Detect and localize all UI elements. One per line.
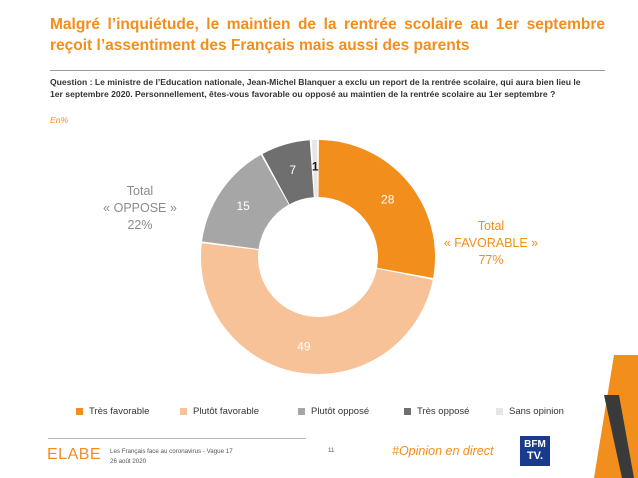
hashtag-label: #Opinion en direct: [392, 444, 494, 458]
donut-slice-tres-favorable: [318, 140, 435, 279]
total-oppose-label: Total « OPPOSE » 22%: [90, 183, 190, 234]
legend-item-plutot-oppose: Plutôt opposé: [298, 406, 369, 417]
donut-chart: 28 49 15 7 1: [201, 140, 435, 374]
corner-decoration-dark: [604, 395, 634, 478]
footer-divider: [48, 438, 306, 439]
corner-decoration: [594, 355, 638, 478]
legend-swatch-sans-opinion: [496, 408, 503, 415]
page-number: 11: [328, 447, 335, 454]
legend-swatch-plutot-oppose: [298, 408, 305, 415]
total-oppose-line1: Total: [126, 184, 154, 198]
donut-slice-plutot-favorable: [201, 243, 433, 374]
footer-source-line2: 26 août 2020: [110, 458, 147, 465]
title-divider: [50, 70, 605, 71]
footer-source: Les Français face au coronavirus - Vague…: [110, 447, 233, 467]
donut-slice-plutot-oppose: [202, 154, 289, 250]
total-oppose-line2: « OPPOSE »: [103, 201, 177, 215]
legend-item-plutot-favorable: Plutôt favorable: [180, 406, 259, 417]
data-label-plutot-oppose: 15: [236, 199, 250, 213]
total-favorable-line2: « FAVORABLE »: [443, 236, 539, 250]
chart-legend: Très favorable Plutôt favorable Plutôt o…: [76, 406, 596, 420]
legend-swatch-tres-favorable: [76, 408, 83, 415]
legend-item-sans-opinion: Sans opinion: [496, 406, 564, 417]
question-text: Question : Le ministre de l’Education na…: [50, 77, 581, 99]
total-favorable-value: 77%: [478, 253, 504, 267]
unit-label: En%: [50, 115, 69, 125]
page-title: Malgré l’inquiétude, le maintien de la r…: [50, 16, 605, 54]
legend-label-tres-oppose: Très opposé: [417, 406, 470, 417]
legend-label-sans-opinion: Sans opinion: [509, 406, 564, 417]
elabe-logo: ELABE: [47, 446, 101, 462]
elabe-logo-text: ELABE: [47, 446, 101, 462]
legend-item-tres-favorable: Très favorable: [76, 406, 149, 417]
legend-swatch-plutot-favorable: [180, 408, 187, 415]
bfm-logo-top: BFM: [524, 439, 546, 450]
donut-slice-tres-oppose: [262, 140, 314, 205]
legend-label-plutot-favorable: Plutôt favorable: [193, 406, 260, 417]
data-label-sans-opinion: 1: [312, 160, 319, 174]
total-oppose-value: 22%: [127, 218, 153, 232]
legend-label-tres-favorable: Très favorable: [89, 406, 150, 417]
total-favorable-label: Total « FAVORABLE » 77%: [436, 218, 546, 269]
footer-source-line1: Les Français face au coronavirus - Vague…: [110, 448, 233, 455]
donut-slice-sans-opinion: [311, 140, 318, 198]
data-label-plutot-favorable: 49: [297, 339, 311, 353]
data-label-tres-favorable: 28: [381, 192, 395, 206]
bfm-logo-bottom: TV.: [526, 450, 544, 462]
legend-label-plutot-oppose: Plutôt opposé: [311, 406, 370, 417]
data-label-tres-oppose: 7: [289, 163, 296, 177]
legend-item-tres-oppose: Très opposé: [404, 406, 469, 417]
bfm-tv-logo: BFM TV.: [520, 436, 550, 466]
legend-swatch-tres-oppose: [404, 408, 411, 415]
total-favorable-line1: Total: [477, 219, 505, 233]
